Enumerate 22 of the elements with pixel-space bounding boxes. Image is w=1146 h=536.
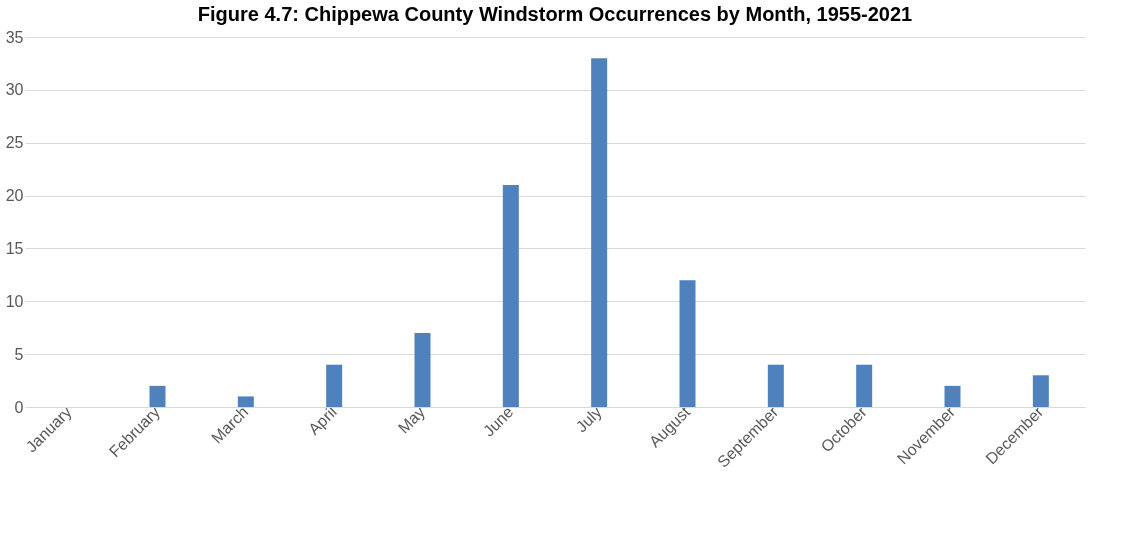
bar xyxy=(856,364,873,407)
bar xyxy=(679,280,696,407)
bar xyxy=(237,396,254,407)
y-tick-label: 20 xyxy=(5,187,24,205)
bar xyxy=(149,385,166,407)
chart-title: Figure 4.7: Chippewa County Windstorm Occurrences by Month, 1955-2021 xyxy=(197,3,913,25)
y-tick-label: 0 xyxy=(14,398,24,416)
y-tick-label: 5 xyxy=(14,345,24,363)
bar xyxy=(414,333,431,407)
y-tick-label: 35 xyxy=(5,28,24,46)
y-tick-label: 15 xyxy=(5,239,24,257)
bar xyxy=(1032,375,1049,407)
y-tick-label: 10 xyxy=(5,292,24,310)
bar xyxy=(502,185,519,407)
bar xyxy=(767,364,784,407)
bar xyxy=(944,385,961,407)
bar xyxy=(326,364,343,407)
bar xyxy=(591,58,608,407)
x-tick-label: July xyxy=(572,403,605,436)
x-tick-label: May xyxy=(394,403,429,437)
y-tick-label: 30 xyxy=(5,81,24,99)
y-tick-label: 25 xyxy=(5,134,24,152)
